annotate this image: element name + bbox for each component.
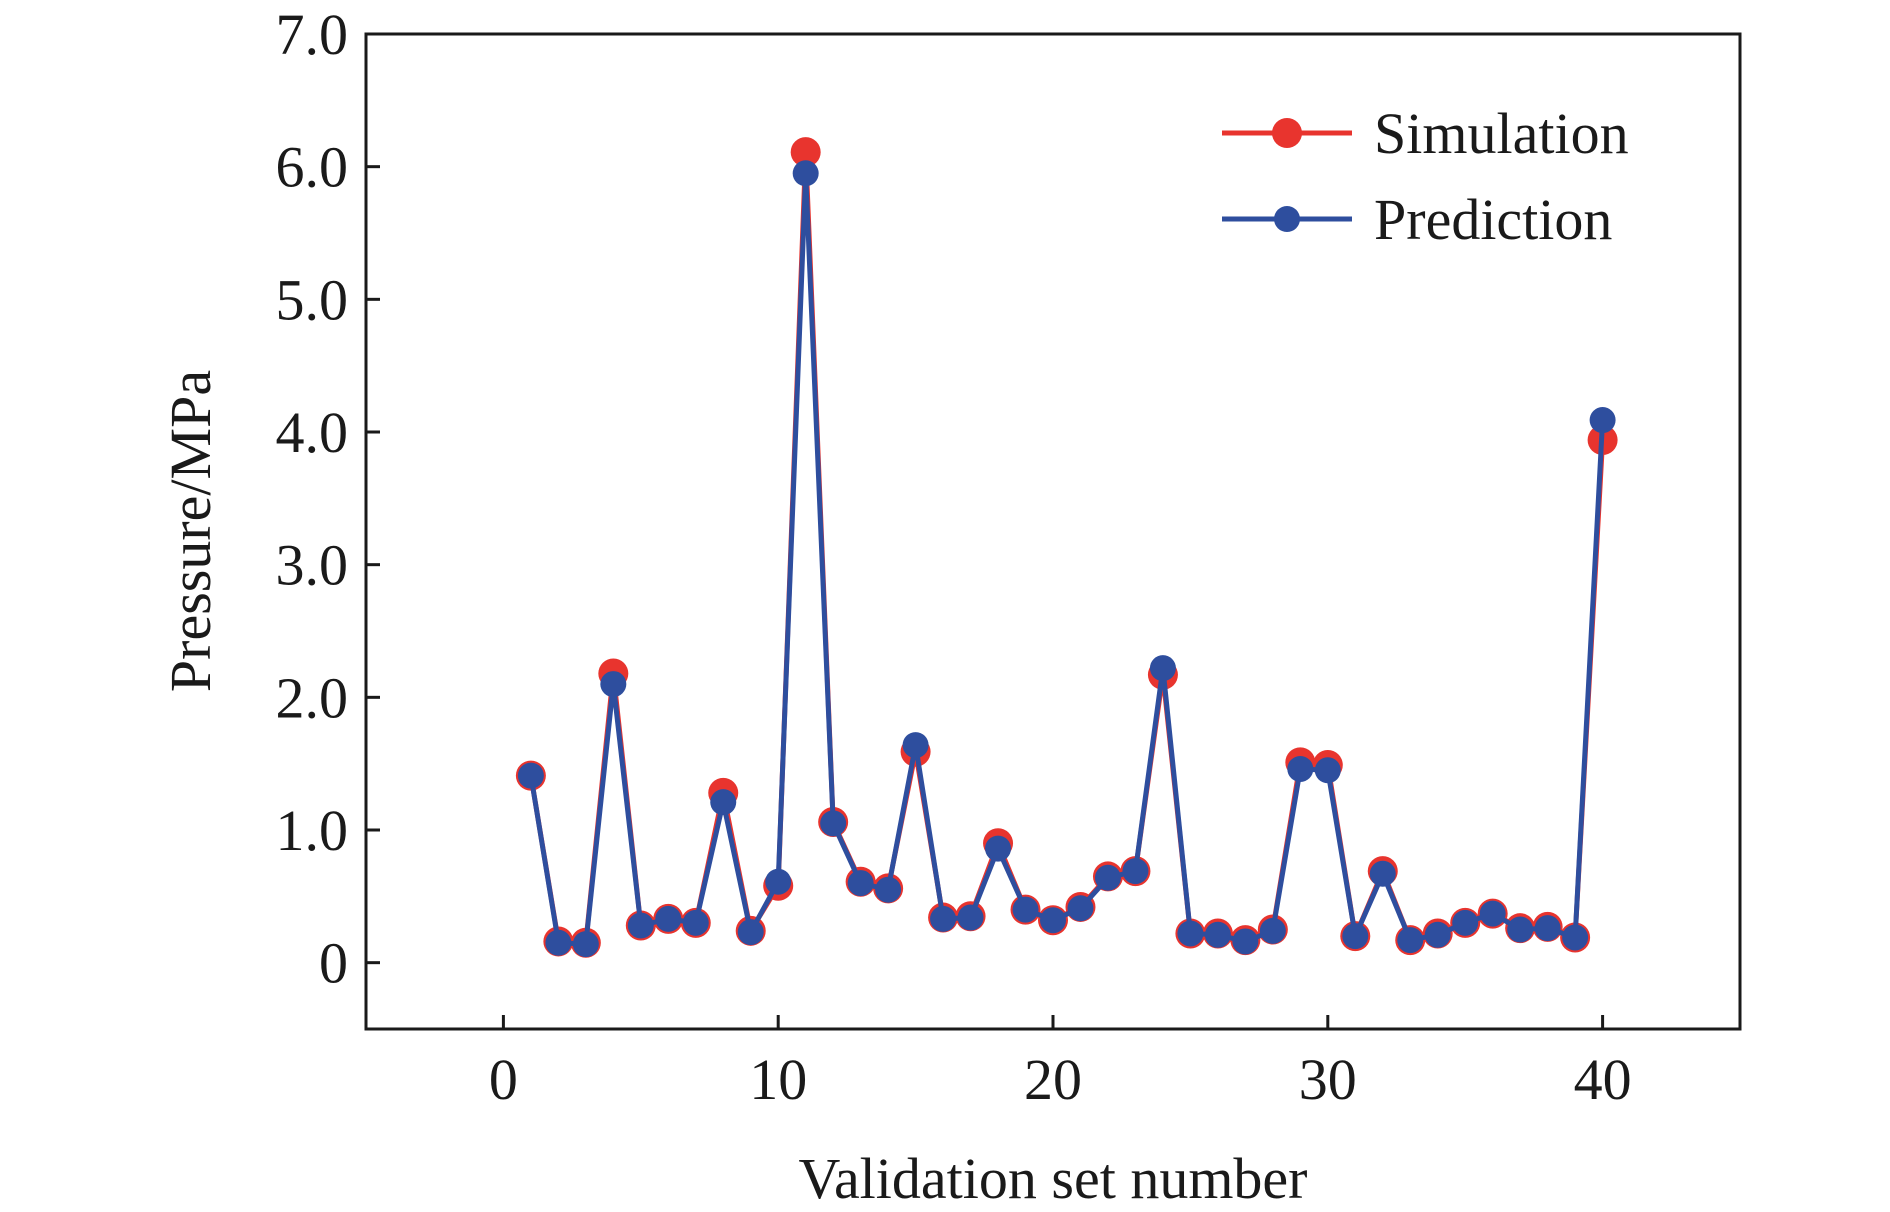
data-point <box>1094 864 1121 891</box>
data-point <box>1012 896 1039 923</box>
data-point <box>1479 900 1506 927</box>
data-point <box>572 931 599 958</box>
legend-marker <box>1272 118 1302 148</box>
x-axis: 0 10 20 30 40 <box>489 1015 1632 1112</box>
data-point <box>1452 909 1479 936</box>
data-point <box>875 876 902 903</box>
data-point <box>792 160 819 187</box>
data-point <box>682 909 709 936</box>
data-point <box>985 835 1012 862</box>
data-point <box>737 919 764 946</box>
data-point <box>517 762 544 789</box>
data-point <box>1149 655 1176 682</box>
data-point <box>1122 858 1149 885</box>
data-point <box>1369 860 1396 887</box>
series-line <box>528 170 1606 947</box>
data-point <box>1204 921 1231 948</box>
y-tick-label: 7.0 <box>276 2 349 67</box>
data-point <box>820 810 847 837</box>
data-point <box>957 904 984 931</box>
x-axis-title: Validation set number <box>798 1146 1307 1211</box>
x-tick-label: 20 <box>1024 1047 1082 1112</box>
data-point <box>1424 921 1451 948</box>
y-tick-label: 5.0 <box>276 267 349 332</box>
data-point <box>930 905 957 932</box>
data-point <box>1397 927 1424 954</box>
y-tick-label: 4.0 <box>276 400 349 465</box>
y-tick-label: 1.0 <box>276 798 349 863</box>
data-point <box>627 912 654 939</box>
data-point <box>1177 920 1204 947</box>
data-point <box>545 929 572 956</box>
series-simulation <box>515 137 1618 958</box>
data-point <box>1507 916 1534 943</box>
data-point <box>790 137 821 168</box>
data-point <box>710 789 737 816</box>
y-tick-label: 0 <box>319 931 348 996</box>
data-point <box>1259 917 1286 944</box>
data-point <box>1589 407 1616 434</box>
data-point <box>1067 895 1094 922</box>
legend-marker <box>1274 206 1300 232</box>
data-point <box>1287 755 1314 782</box>
data-point <box>600 671 627 698</box>
data-point <box>765 868 792 895</box>
x-tick-label: 0 <box>489 1047 518 1112</box>
y-tick-label: 2.0 <box>276 665 349 730</box>
data-point <box>1562 924 1589 951</box>
legend: Simulation Prediction <box>1222 101 1629 252</box>
x-tick-label: 30 <box>1299 1047 1357 1112</box>
data-point <box>655 905 682 932</box>
x-tick-label: 10 <box>749 1047 807 1112</box>
series-line <box>528 149 1606 946</box>
legend-item: Prediction <box>1222 187 1612 252</box>
data-point <box>847 870 874 897</box>
data-point <box>1342 923 1369 950</box>
legend-label: Prediction <box>1374 187 1612 252</box>
legend-label: Simulation <box>1374 101 1629 166</box>
y-tick-label: 3.0 <box>276 533 349 598</box>
series-layer <box>515 137 1618 958</box>
legend-item: Simulation <box>1222 101 1629 166</box>
data-point <box>1534 915 1561 942</box>
data-point <box>1314 757 1341 784</box>
data-point <box>1040 907 1066 934</box>
y-axis-title: Pressure/MPa <box>158 370 223 692</box>
y-tick-label: 6.0 <box>276 135 349 200</box>
x-tick-label: 40 <box>1574 1047 1632 1112</box>
series-prediction <box>517 160 1616 958</box>
plot-frame <box>364 32 1742 1031</box>
data-point <box>1232 928 1259 955</box>
data-point <box>902 732 929 759</box>
y-axis: 0 1.0 2.0 3.0 4.0 5.0 6.0 7.0 <box>276 2 380 996</box>
